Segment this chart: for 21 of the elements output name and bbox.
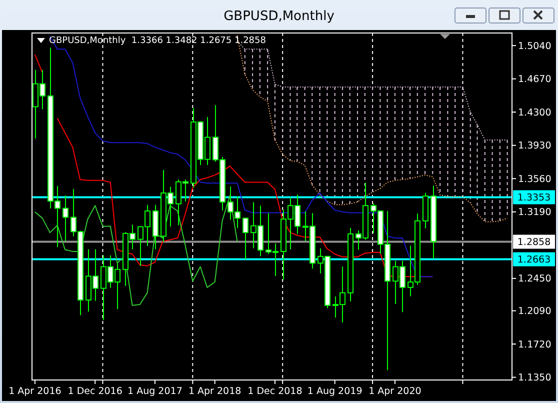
y-tick-label: 1.4670 bbox=[518, 74, 552, 86]
y-tick-label: 1.3560 bbox=[518, 174, 552, 185]
x-tick-label: 1 Apr 2018 bbox=[188, 386, 242, 397]
ref-line-label: 1.2663 bbox=[517, 254, 551, 266]
x-tick-label: 1 Aug 2017 bbox=[128, 386, 182, 397]
ref-line-label: 1.3353 bbox=[517, 192, 551, 204]
x-tick-label: 1 Apr 2016 bbox=[8, 386, 62, 397]
y-tick-label: 1.1350 bbox=[518, 372, 552, 384]
y-tick-label: 1.2450 bbox=[518, 274, 552, 285]
x-tick-label: 1 Dec 2018 bbox=[248, 386, 302, 397]
x-tick-label: 1 Aug 2019 bbox=[307, 386, 362, 397]
y-tick-label: 1.1720 bbox=[518, 339, 552, 350]
x-tick-label: 1 Dec 2016 bbox=[68, 386, 122, 397]
y-tick-label: 1.3190 bbox=[518, 207, 552, 218]
y-tick-label: 1.2090 bbox=[518, 306, 552, 318]
chart-title: GBPUSD,Monthly bbox=[224, 9, 335, 24]
y-tick-label: 1.3930 bbox=[518, 140, 552, 152]
ref-line-label: 1.2858 bbox=[517, 237, 551, 248]
x-tick-label: 1 Apr 2020 bbox=[368, 386, 422, 397]
y-tick-label: 1.5040 bbox=[518, 40, 552, 52]
y-tick-label: 1.4300 bbox=[518, 107, 552, 118]
